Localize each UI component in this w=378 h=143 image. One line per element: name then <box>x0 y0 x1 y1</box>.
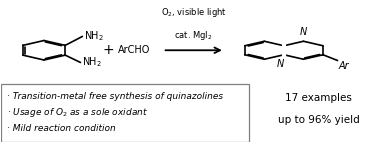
Text: up to 96% yield: up to 96% yield <box>278 115 360 125</box>
Text: · Usage of O$_2$ as a sole oxidant: · Usage of O$_2$ as a sole oxidant <box>7 106 148 119</box>
Text: · Mild reaction condition: · Mild reaction condition <box>7 124 116 133</box>
FancyBboxPatch shape <box>1 84 249 142</box>
Text: ArCHO: ArCHO <box>118 45 150 55</box>
Text: N: N <box>300 27 307 37</box>
Text: +: + <box>102 43 114 57</box>
Text: · Transition-metal free synthesis of quinazolines: · Transition-metal free synthesis of qui… <box>7 93 223 102</box>
Text: Ar: Ar <box>339 61 350 71</box>
Text: N: N <box>276 59 284 69</box>
Text: 17 examples: 17 examples <box>285 93 352 103</box>
Text: NH$_2$: NH$_2$ <box>82 55 102 69</box>
Text: NH$_2$: NH$_2$ <box>84 30 104 43</box>
Text: O$_2$, visible light: O$_2$, visible light <box>161 6 226 19</box>
Text: cat. MgI$_2$: cat. MgI$_2$ <box>174 29 213 42</box>
